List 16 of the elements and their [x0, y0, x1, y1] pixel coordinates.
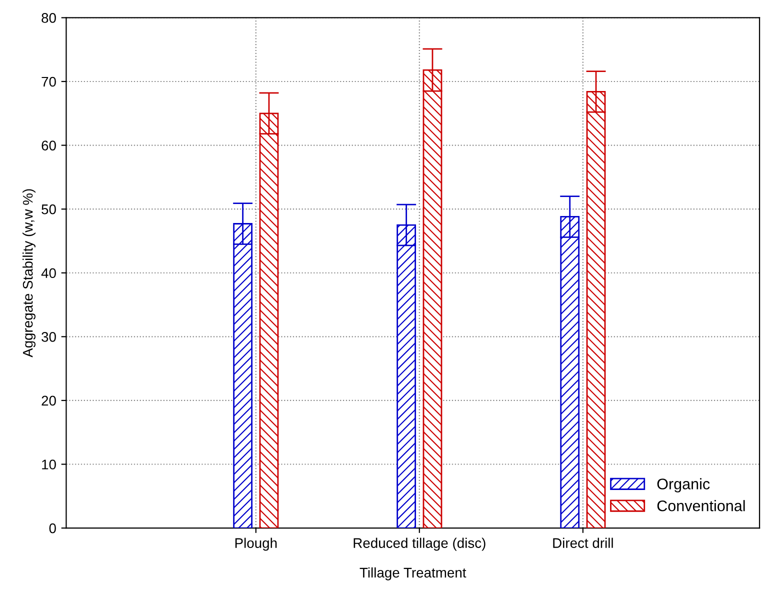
x-tick-label: Direct drill [553, 538, 613, 548]
y-tick-label: 0 [49, 523, 56, 534]
x-tick-label: Reduced tillage (disc) [354, 538, 486, 551]
y-tick-label: 50 [42, 204, 56, 214]
y-tick-label: 20 [42, 396, 56, 406]
y-axis-title: Aggregate Stability (w,w %) [22, 189, 36, 358]
x-axis-title: Tillage Treatment [360, 567, 466, 580]
y-tick-label: 10 [42, 460, 56, 470]
y-tick-label: 40 [41, 268, 56, 278]
y-tick-label: 60 [42, 140, 56, 150]
y-tick-label: 70 [42, 76, 56, 87]
legend-label: Conventional [657, 500, 745, 512]
y-tick-label: 80 [42, 13, 56, 23]
x-tick-label: Plough [235, 538, 277, 551]
legend-label: Organic [657, 478, 710, 492]
y-tick-label: 30 [42, 332, 56, 342]
